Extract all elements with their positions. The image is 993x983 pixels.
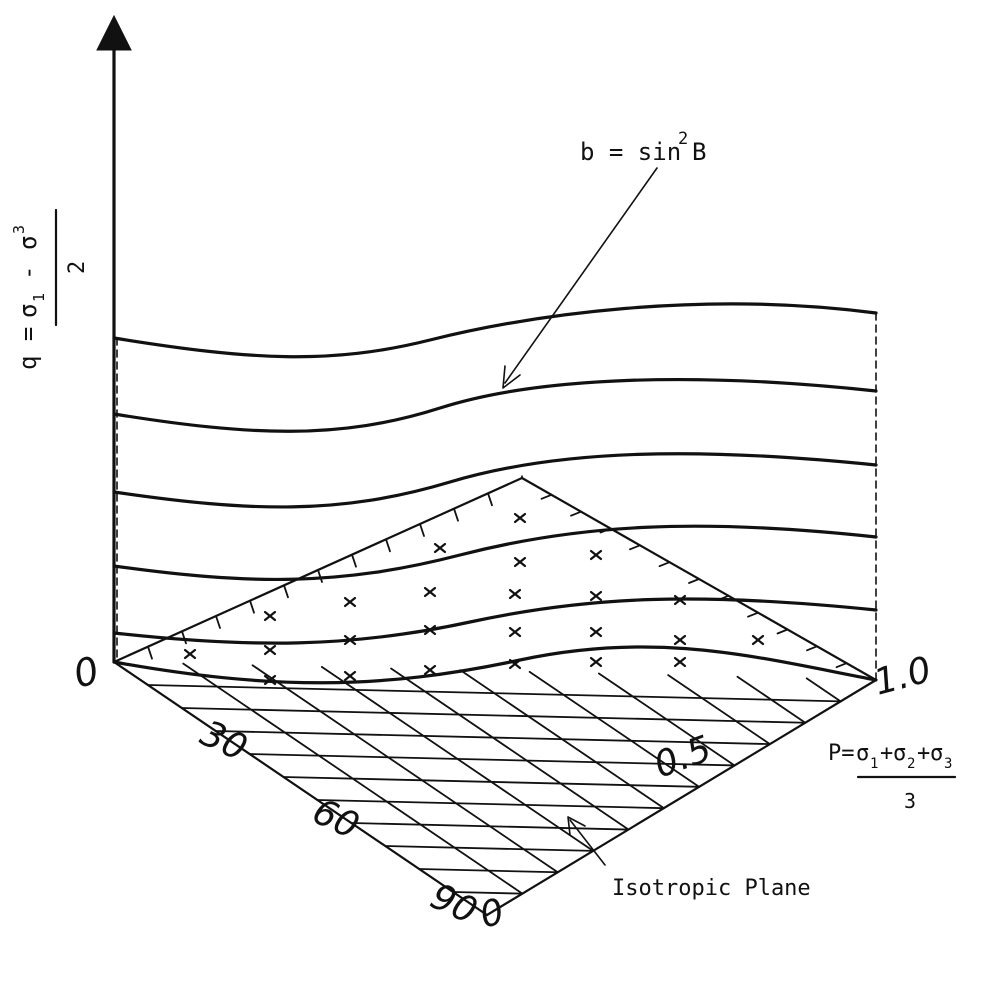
grid-line (181, 630, 187, 645)
b-curve-3 (112, 452, 878, 509)
grid-line (540, 493, 553, 500)
p-tick-05: 0.5 (649, 728, 717, 786)
grid-line (589, 590, 603, 602)
grid-line (390, 667, 630, 831)
grid-line (453, 507, 459, 522)
svg-text:1: 1 (870, 756, 878, 772)
grid-line (747, 611, 759, 618)
grid-line (513, 556, 527, 568)
grid-line (452, 891, 524, 895)
svg-text:b = sin: b = sin (580, 138, 681, 166)
isotropic-plane-grid (147, 662, 842, 895)
svg-text:σ: σ (856, 741, 869, 766)
grid-line (673, 634, 687, 646)
curve-label: b = sin 2 B (580, 129, 706, 166)
svg-text:3: 3 (10, 225, 28, 234)
p-tick-0: 0 (69, 648, 104, 697)
grid-line (316, 799, 665, 810)
grid-line (249, 599, 255, 614)
grid-line (835, 662, 848, 669)
b-curve-1 (112, 302, 878, 359)
grid-line (528, 670, 701, 788)
p-tick-10: 1.0 (870, 649, 936, 703)
grid-line (343, 596, 357, 608)
grid-line (385, 538, 391, 553)
q-axis-label: q = σ 1 - σ 3 2 (10, 208, 90, 370)
svg-text:2: 2 (65, 261, 90, 274)
grid-line (384, 845, 594, 852)
isotropic-plane-arrow (567, 816, 606, 866)
svg-text:σ: σ (14, 236, 42, 250)
grid-line (513, 512, 527, 524)
grid-line (317, 569, 323, 583)
grid-line (589, 549, 603, 561)
b-curve-2 (112, 377, 878, 433)
grid-line (589, 656, 603, 668)
grid-line (688, 578, 700, 584)
svg-text:2: 2 (907, 756, 915, 772)
vertical-dashed-edges (521, 312, 877, 681)
grid-line (423, 664, 437, 676)
grid-line (805, 677, 842, 703)
svg-text:q =: q = (14, 327, 42, 370)
svg-text:σ: σ (893, 741, 906, 766)
p-axis-label: P= σ 1 + σ 2 + σ 3 3 (828, 741, 957, 813)
b-curve-4 (112, 524, 878, 581)
svg-text:σ: σ (930, 741, 943, 766)
grid-line (147, 645, 153, 660)
upper-plane-crosses (183, 512, 765, 686)
b-curve-base (112, 645, 878, 685)
grid-line (182, 662, 524, 895)
grid-line (806, 645, 818, 652)
grid-line (251, 664, 559, 874)
svg-text:+: + (917, 741, 930, 766)
grid-line (283, 584, 289, 599)
svg-text:P=: P= (828, 741, 855, 766)
q-axis-arrowhead (96, 14, 132, 51)
grid-line (320, 666, 594, 852)
grid-line (658, 561, 671, 568)
grid-line (598, 672, 736, 767)
grid-line (736, 675, 807, 724)
grid-line (433, 542, 447, 554)
angle-tick-90: 90 (424, 876, 483, 933)
isotropic-plane-label: Isotropic Plane (612, 876, 811, 901)
svg-text:B: B (692, 138, 706, 166)
grid-line (508, 626, 522, 638)
grid-line (423, 586, 437, 598)
grid-line (263, 610, 277, 622)
svg-text:3: 3 (904, 789, 916, 813)
q-axis (96, 14, 132, 664)
svg-text:σ: σ (14, 304, 42, 318)
grid-line (343, 670, 357, 682)
grid-line (263, 644, 277, 656)
grid-line (183, 648, 197, 660)
svg-text:-: - (14, 266, 42, 280)
grid-line (487, 492, 493, 507)
svg-text:1: 1 (30, 293, 48, 302)
grid-line (629, 544, 641, 551)
grid-line (570, 510, 582, 517)
grid-line (776, 628, 789, 635)
b-curve-5 (112, 597, 878, 645)
grid-line (215, 615, 221, 629)
grid-line (667, 674, 771, 745)
grid-line (419, 523, 425, 537)
grid-line (459, 669, 665, 810)
svg-text:2: 2 (678, 129, 688, 149)
grid-line (751, 634, 765, 646)
svg-text:+: + (880, 741, 893, 766)
curve-label-arrow (502, 167, 658, 389)
grid-line (180, 707, 807, 724)
grid-line (508, 588, 522, 600)
grid-line (248, 753, 736, 767)
grid-line (589, 626, 603, 638)
svg-text:3: 3 (944, 756, 952, 772)
grid-line (351, 553, 357, 568)
b-curves (112, 302, 878, 685)
grid-line (673, 656, 687, 668)
